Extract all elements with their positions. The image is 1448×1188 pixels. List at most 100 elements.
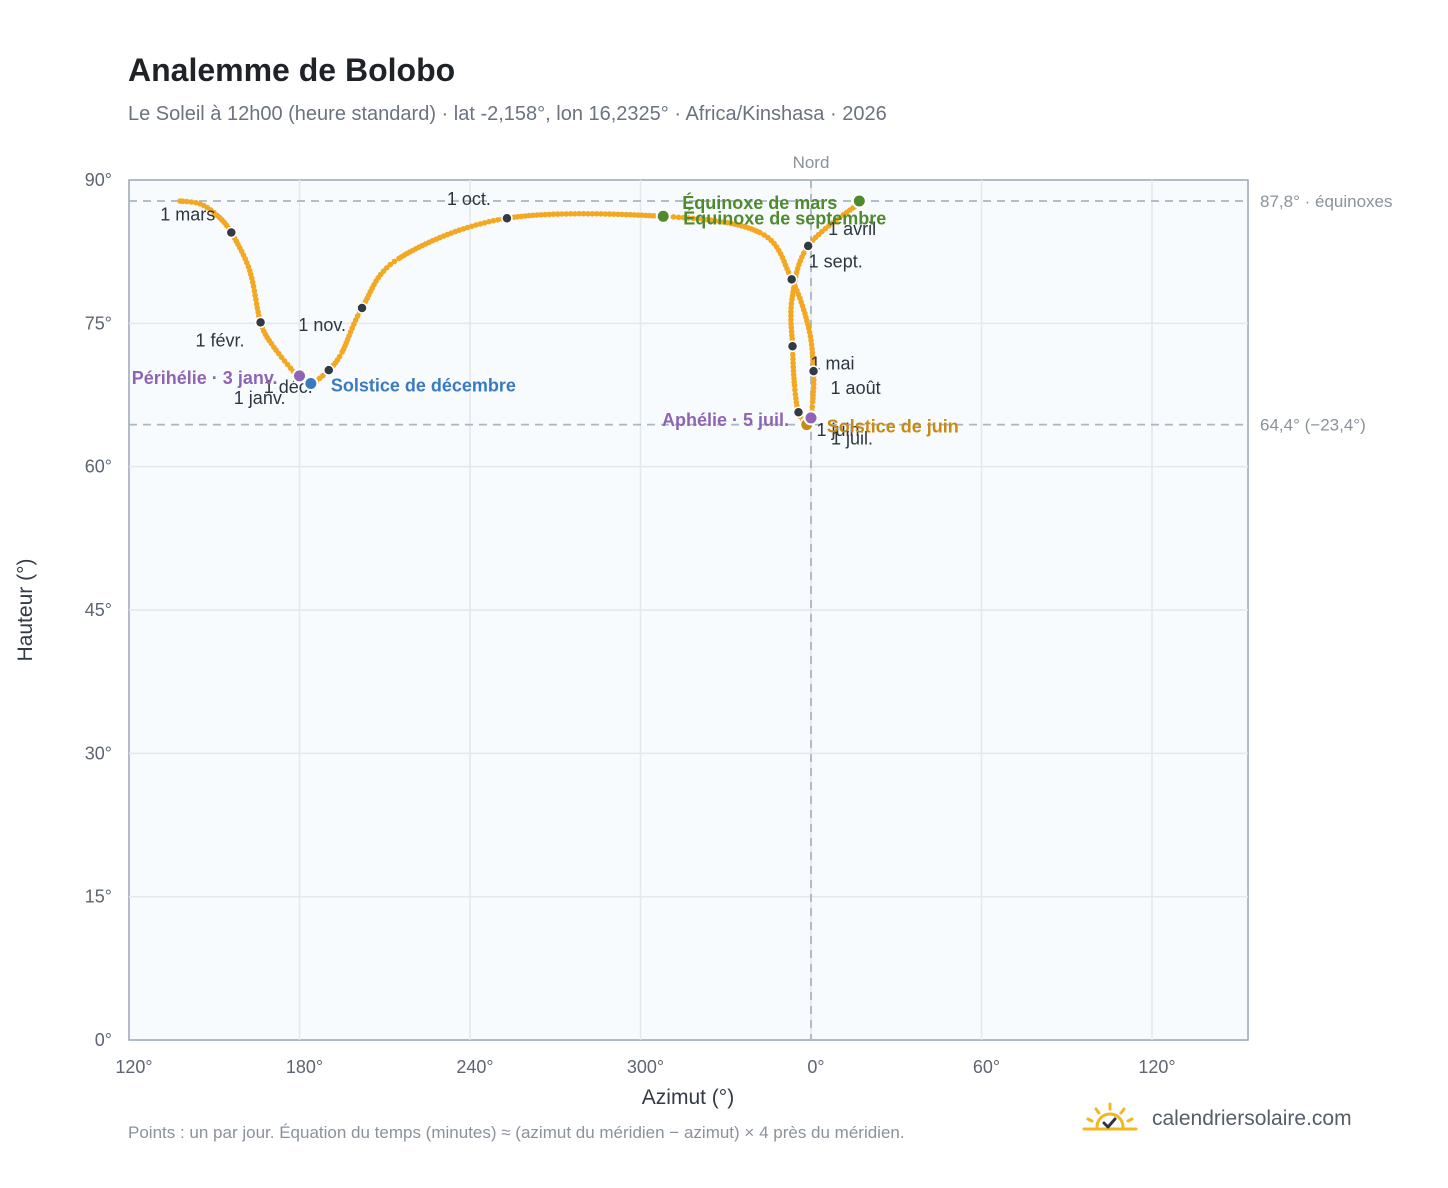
daily-point	[615, 211, 621, 218]
daily-point	[188, 199, 195, 205]
daily-point	[572, 211, 578, 217]
month-label: 1 mai	[811, 353, 855, 373]
daily-point	[788, 300, 795, 307]
daily-point	[611, 211, 617, 217]
daily-point	[788, 317, 794, 323]
daily-point	[542, 211, 548, 218]
daily-point	[808, 341, 815, 348]
month-marker	[225, 226, 238, 239]
daily-point	[251, 288, 258, 294]
daily-point	[177, 198, 183, 204]
daily-point	[712, 218, 718, 224]
daily-point	[675, 214, 682, 221]
month-label: 1 nov.	[298, 315, 346, 335]
daily-point	[806, 329, 813, 336]
daily-point	[563, 211, 570, 217]
y-tick-label: 90°	[85, 170, 112, 190]
daily-point	[809, 404, 816, 410]
daily-point	[708, 217, 714, 223]
daily-point	[589, 211, 596, 217]
daily-point	[534, 212, 540, 218]
month-label: 1 janv.	[234, 388, 286, 408]
daily-point	[486, 218, 492, 225]
daily-point	[495, 217, 501, 223]
daily-point	[694, 216, 701, 222]
daily-point	[339, 349, 345, 355]
daily-point	[252, 292, 258, 299]
x-tick-label: 120°	[115, 1057, 152, 1077]
chart-subtitle: Le Soleil à 12h00 (heure standard) · lat…	[128, 103, 887, 125]
daily-point	[477, 221, 484, 227]
y-tick-label: 60°	[85, 457, 112, 477]
daily-point	[623, 211, 629, 218]
daily-point	[250, 283, 257, 290]
month-marker	[323, 364, 335, 376]
daily-point	[685, 215, 692, 221]
daily-point	[790, 352, 796, 358]
daily-point	[530, 212, 536, 219]
daily-point	[670, 214, 677, 220]
daily-point	[253, 296, 259, 303]
brand[interactable]: calendriersolaire.com	[1082, 1102, 1352, 1136]
daily-point	[468, 223, 475, 230]
event-marker	[303, 376, 319, 392]
reference-lines: Nord 87,8° · équinoxes 64,4° (−23,4°)	[129, 153, 1393, 1040]
daily-point	[546, 211, 552, 218]
event-label: Équinoxe de septembre	[683, 207, 886, 228]
month-label: 1 mars	[160, 205, 215, 225]
daily-point	[598, 211, 604, 217]
daily-point	[559, 211, 565, 217]
daily-point	[680, 214, 687, 221]
daily-point	[789, 296, 795, 303]
event-marker	[292, 368, 307, 384]
daily-point	[396, 255, 402, 262]
y-axis-title: Hauteur (°)	[14, 559, 37, 662]
daily-point	[791, 382, 798, 389]
x-axis-title: Azimut (°)	[642, 1086, 734, 1109]
month-marker	[792, 406, 805, 418]
daily-point	[788, 309, 794, 315]
daily-point	[585, 211, 591, 217]
daily-point	[281, 358, 288, 364]
daily-point	[253, 301, 260, 307]
daily-point	[790, 360, 796, 366]
month-marker	[802, 240, 814, 252]
daily-point	[788, 313, 794, 319]
month-label: 1 févr.	[196, 330, 245, 350]
daily-point	[538, 212, 544, 218]
event-marker	[803, 410, 819, 426]
daily-point	[699, 216, 706, 222]
month-label: 1 avril	[828, 219, 876, 239]
daily-point	[193, 199, 199, 206]
daily-point	[593, 211, 600, 217]
event-marker	[655, 208, 671, 224]
daily-point	[627, 211, 634, 218]
daily-point	[550, 211, 557, 217]
daily-point	[703, 216, 710, 223]
month-marker	[786, 340, 799, 353]
footnote: Points : un par jour. Équation du temps …	[128, 1123, 905, 1142]
reference-line-label: 87,8° · équinoxes	[1260, 192, 1393, 211]
daily-point	[576, 210, 583, 217]
daily-point	[481, 220, 488, 226]
daily-point	[580, 210, 587, 217]
daily-point	[761, 232, 767, 238]
event-label: Aphélie · 5 juil.	[662, 410, 789, 430]
daily-point	[716, 218, 723, 225]
daily-point	[790, 356, 796, 362]
daily-point	[639, 212, 645, 218]
daily-point	[567, 211, 574, 217]
brand-text: calendriersolaire.com	[1152, 1107, 1352, 1130]
axes: 120° 180° 240° 300° 0° 60° 120°0°15°30°45°60°7…	[14, 170, 1176, 1109]
x-tick-label: 120°	[1138, 1057, 1175, 1077]
month-marker	[807, 365, 820, 377]
event-marker	[851, 193, 867, 209]
x-tick-label: 300°	[627, 1057, 664, 1077]
event-label: Solstice de décembre	[331, 376, 516, 396]
y-tick-label: 0°	[95, 1030, 112, 1050]
x-tick-label: 180°	[286, 1057, 323, 1077]
daily-point	[690, 215, 696, 222]
month-label: 1 oct.	[447, 189, 491, 209]
